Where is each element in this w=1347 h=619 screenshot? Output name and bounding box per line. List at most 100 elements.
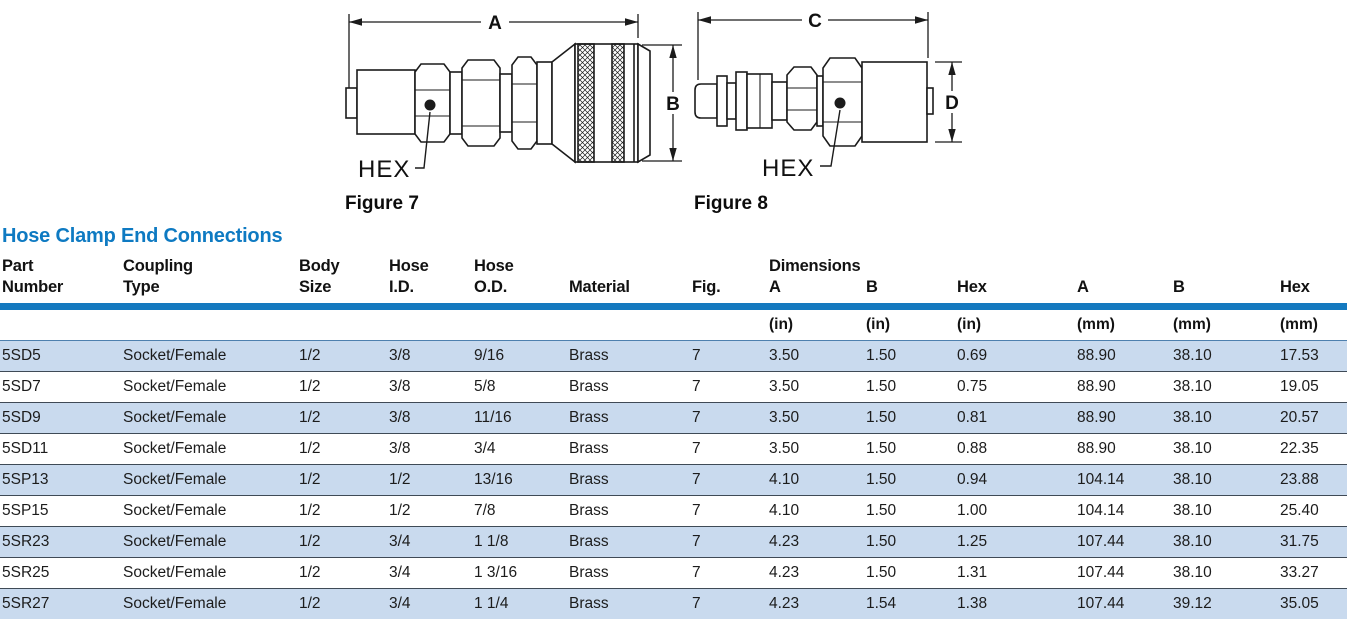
- table-row: 5SD11 Socket/Female 1/2 3/8 3/4 Brass 7 3.50 1.5…: [0, 433, 1347, 465]
- column-header: A: [1077, 250, 1173, 310]
- table-cell: 1.38: [957, 588, 1077, 619]
- unit-cell: (mm): [1077, 306, 1173, 341]
- table-cell: 1 1/8: [474, 526, 569, 558]
- table-cell: 38.10: [1173, 433, 1280, 465]
- table-cell: 38.10: [1173, 557, 1280, 589]
- table-cell: 88.90: [1077, 433, 1173, 465]
- table-row: 5SR23 Socket/Female 1/2 3/4 1 1/8 Brass 7 4.23 1…: [0, 526, 1347, 558]
- column-header: Hex: [1280, 250, 1347, 310]
- table-cell: 0.88: [957, 433, 1077, 465]
- table-cell: 1.50: [866, 557, 957, 589]
- table-cell: Brass: [569, 464, 692, 496]
- table-cell: 104.14: [1077, 464, 1173, 496]
- table-cell: 38.10: [1173, 371, 1280, 403]
- table-cell: 1.50: [866, 371, 957, 403]
- table-cell: 7: [692, 433, 769, 465]
- unit-cell: (mm): [1280, 306, 1347, 341]
- table-cell: Brass: [569, 340, 692, 372]
- column-header: Part Number: [0, 250, 123, 310]
- table-cell: 3.50: [769, 402, 866, 434]
- unit-cell: [0, 306, 123, 341]
- table-cell: 20.57: [1280, 402, 1347, 434]
- table-cell: 9/16: [474, 340, 569, 372]
- table-cell: 1.00: [957, 495, 1077, 527]
- unit-cell: (in): [769, 306, 866, 341]
- table-cell: 0.75: [957, 371, 1077, 403]
- table-cell: 5SD9: [0, 402, 123, 434]
- table-cell: 1.50: [866, 464, 957, 496]
- table-cell: 1.50: [866, 526, 957, 558]
- column-header: Body Size: [299, 250, 389, 310]
- knurl-band: [577, 43, 595, 163]
- table-cell: 5SD11: [0, 433, 123, 465]
- table-header-row: Part Number Coupling Type Body Size Hose I.D. Ho…: [0, 250, 1347, 310]
- hex-leader-line: [820, 109, 841, 167]
- table-cell: 5SD5: [0, 340, 123, 372]
- table-cell: 38.10: [1173, 402, 1280, 434]
- table-cell: 39.12: [1173, 588, 1280, 619]
- table-cell: 5SD7: [0, 371, 123, 403]
- table-cell: 7: [692, 340, 769, 372]
- table-cell: Socket/Female: [123, 340, 299, 372]
- unit-cell: [389, 306, 474, 341]
- unit-cell: (mm): [1173, 306, 1280, 341]
- hex-callout-dot: [424, 99, 436, 111]
- table-cell: 7: [692, 464, 769, 496]
- table-row: 5SR25 Socket/Female 1/2 3/4 1 3/16 Brass 7 4.23…: [0, 557, 1347, 589]
- table-cell: 1.50: [866, 340, 957, 372]
- table-cell: Socket/Female: [123, 402, 299, 434]
- table-cell: 5SR23: [0, 526, 123, 558]
- table-cell: 104.14: [1077, 495, 1173, 527]
- table-cell: 7: [692, 495, 769, 527]
- table-cell: 11/16: [474, 402, 569, 434]
- table-cell: 107.44: [1077, 526, 1173, 558]
- table-cell: 4.23: [769, 526, 866, 558]
- table-cell: 1/2: [299, 371, 389, 403]
- table-cell: 1/2: [389, 464, 474, 496]
- table-cell: 3/4: [474, 433, 569, 465]
- column-header: B: [866, 250, 957, 310]
- column-header: Dimensions A: [769, 250, 866, 310]
- table-cell: Brass: [569, 371, 692, 403]
- table-cell: 7/8: [474, 495, 569, 527]
- dim-label-a: A: [488, 13, 502, 34]
- hex-leader-line: [415, 111, 431, 169]
- table-cell: Socket/Female: [123, 588, 299, 619]
- table-cell: 1/2: [299, 464, 389, 496]
- table-cell: 4.10: [769, 495, 866, 527]
- table-cell: 1/2: [299, 557, 389, 589]
- table-cell: 1/2: [299, 526, 389, 558]
- table-cell: 0.81: [957, 402, 1077, 434]
- table-cell: 1/2: [299, 495, 389, 527]
- arrowhead-left: [698, 16, 711, 24]
- table-cell: 107.44: [1077, 588, 1173, 619]
- table-cell: 7: [692, 588, 769, 619]
- table-cell: Socket/Female: [123, 433, 299, 465]
- dim-label-b: B: [666, 94, 680, 115]
- table-cell: 3/8: [389, 402, 474, 434]
- arrowhead-left: [349, 18, 362, 26]
- table-cell: 1/2: [389, 495, 474, 527]
- table-cell: 5SP15: [0, 495, 123, 527]
- table-cell: 5/8: [474, 371, 569, 403]
- table-row: 5SP15 Socket/Female 1/2 1/2 7/8 Brass 7 4.10 1.5…: [0, 495, 1347, 527]
- table-row: 5SD9 Socket/Female 1/2 3/8 11/16 Brass 7 3.50 1.…: [0, 402, 1347, 434]
- arrowhead-up: [948, 62, 956, 75]
- table-cell: 1.50: [866, 402, 957, 434]
- unit-cell: [299, 306, 389, 341]
- knurl-band: [611, 43, 625, 163]
- arrowhead-up: [669, 45, 677, 58]
- column-header: B: [1173, 250, 1280, 310]
- unit-cell: [692, 306, 769, 341]
- table-row: 5SR27 Socket/Female 1/2 3/4 1 1/4 Brass 7 4.23 1…: [0, 588, 1347, 619]
- unit-cell: (in): [866, 306, 957, 341]
- unit-cell: [123, 306, 299, 341]
- table-cell: 3/4: [389, 526, 474, 558]
- table-cell: 0.69: [957, 340, 1077, 372]
- table-cell: 1.50: [866, 433, 957, 465]
- table-cell: 88.90: [1077, 371, 1173, 403]
- table-cell: 35.05: [1280, 588, 1347, 619]
- table-cell: Socket/Female: [123, 371, 299, 403]
- table-cell: 33.27: [1280, 557, 1347, 589]
